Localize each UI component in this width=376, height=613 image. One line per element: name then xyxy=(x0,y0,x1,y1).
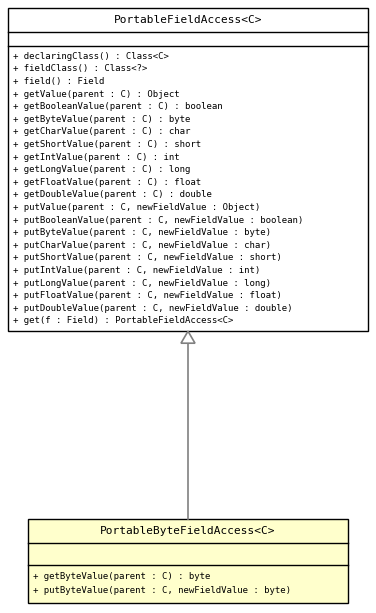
Polygon shape xyxy=(181,331,195,343)
Text: + getByteValue(parent : C) : byte: + getByteValue(parent : C) : byte xyxy=(13,115,190,124)
Text: + putByteValue(parent : C, newFieldValue : byte): + putByteValue(parent : C, newFieldValue… xyxy=(13,228,271,237)
Text: + field() : Field: + field() : Field xyxy=(13,77,105,86)
Text: + getBooleanValue(parent : C) : boolean: + getBooleanValue(parent : C) : boolean xyxy=(13,102,223,111)
Text: + getShortValue(parent : C) : short: + getShortValue(parent : C) : short xyxy=(13,140,201,149)
Text: + putShortValue(parent : C, newFieldValue : short): + putShortValue(parent : C, newFieldValu… xyxy=(13,253,282,262)
Text: + putBooleanValue(parent : C, newFieldValue : boolean): + putBooleanValue(parent : C, newFieldVa… xyxy=(13,216,303,224)
Text: PortableByteFieldAccess<C>: PortableByteFieldAccess<C> xyxy=(100,526,276,536)
Text: + putCharValue(parent : C, newFieldValue : char): + putCharValue(parent : C, newFieldValue… xyxy=(13,241,271,250)
Text: + fieldClass() : Class<?>: + fieldClass() : Class<?> xyxy=(13,64,147,74)
Text: + putFloatValue(parent : C, newFieldValue : float): + putFloatValue(parent : C, newFieldValu… xyxy=(13,291,282,300)
Text: + putIntValue(parent : C, newFieldValue : int): + putIntValue(parent : C, newFieldValue … xyxy=(13,266,260,275)
Bar xyxy=(28,519,348,603)
Text: + getFloatValue(parent : C) : float: + getFloatValue(parent : C) : float xyxy=(13,178,201,187)
Text: + getLongValue(parent : C) : long: + getLongValue(parent : C) : long xyxy=(13,165,190,174)
Text: + get(f : Field) : PortableFieldAccess<C>: + get(f : Field) : PortableFieldAccess<C… xyxy=(13,316,233,326)
Text: PortableFieldAccess<C>: PortableFieldAccess<C> xyxy=(114,15,262,25)
Text: + putLongValue(parent : C, newFieldValue : long): + putLongValue(parent : C, newFieldValue… xyxy=(13,278,271,287)
Text: + getValue(parent : C) : Object: + getValue(parent : C) : Object xyxy=(13,89,180,99)
Text: + getDoubleValue(parent : C) : double: + getDoubleValue(parent : C) : double xyxy=(13,191,212,199)
Text: + putValue(parent : C, newFieldValue : Object): + putValue(parent : C, newFieldValue : O… xyxy=(13,203,260,212)
Bar xyxy=(8,8,368,331)
Text: + getCharValue(parent : C) : char: + getCharValue(parent : C) : char xyxy=(13,128,190,137)
Text: + putDoubleValue(parent : C, newFieldValue : double): + putDoubleValue(parent : C, newFieldVal… xyxy=(13,304,293,313)
Text: + getIntValue(parent : C) : int: + getIntValue(parent : C) : int xyxy=(13,153,180,162)
Text: + getByteValue(parent : C) : byte: + getByteValue(parent : C) : byte xyxy=(33,573,211,581)
Text: + putByteValue(parent : C, newFieldValue : byte): + putByteValue(parent : C, newFieldValue… xyxy=(33,586,291,595)
Text: + declaringClass() : Class<C>: + declaringClass() : Class<C> xyxy=(13,52,169,61)
